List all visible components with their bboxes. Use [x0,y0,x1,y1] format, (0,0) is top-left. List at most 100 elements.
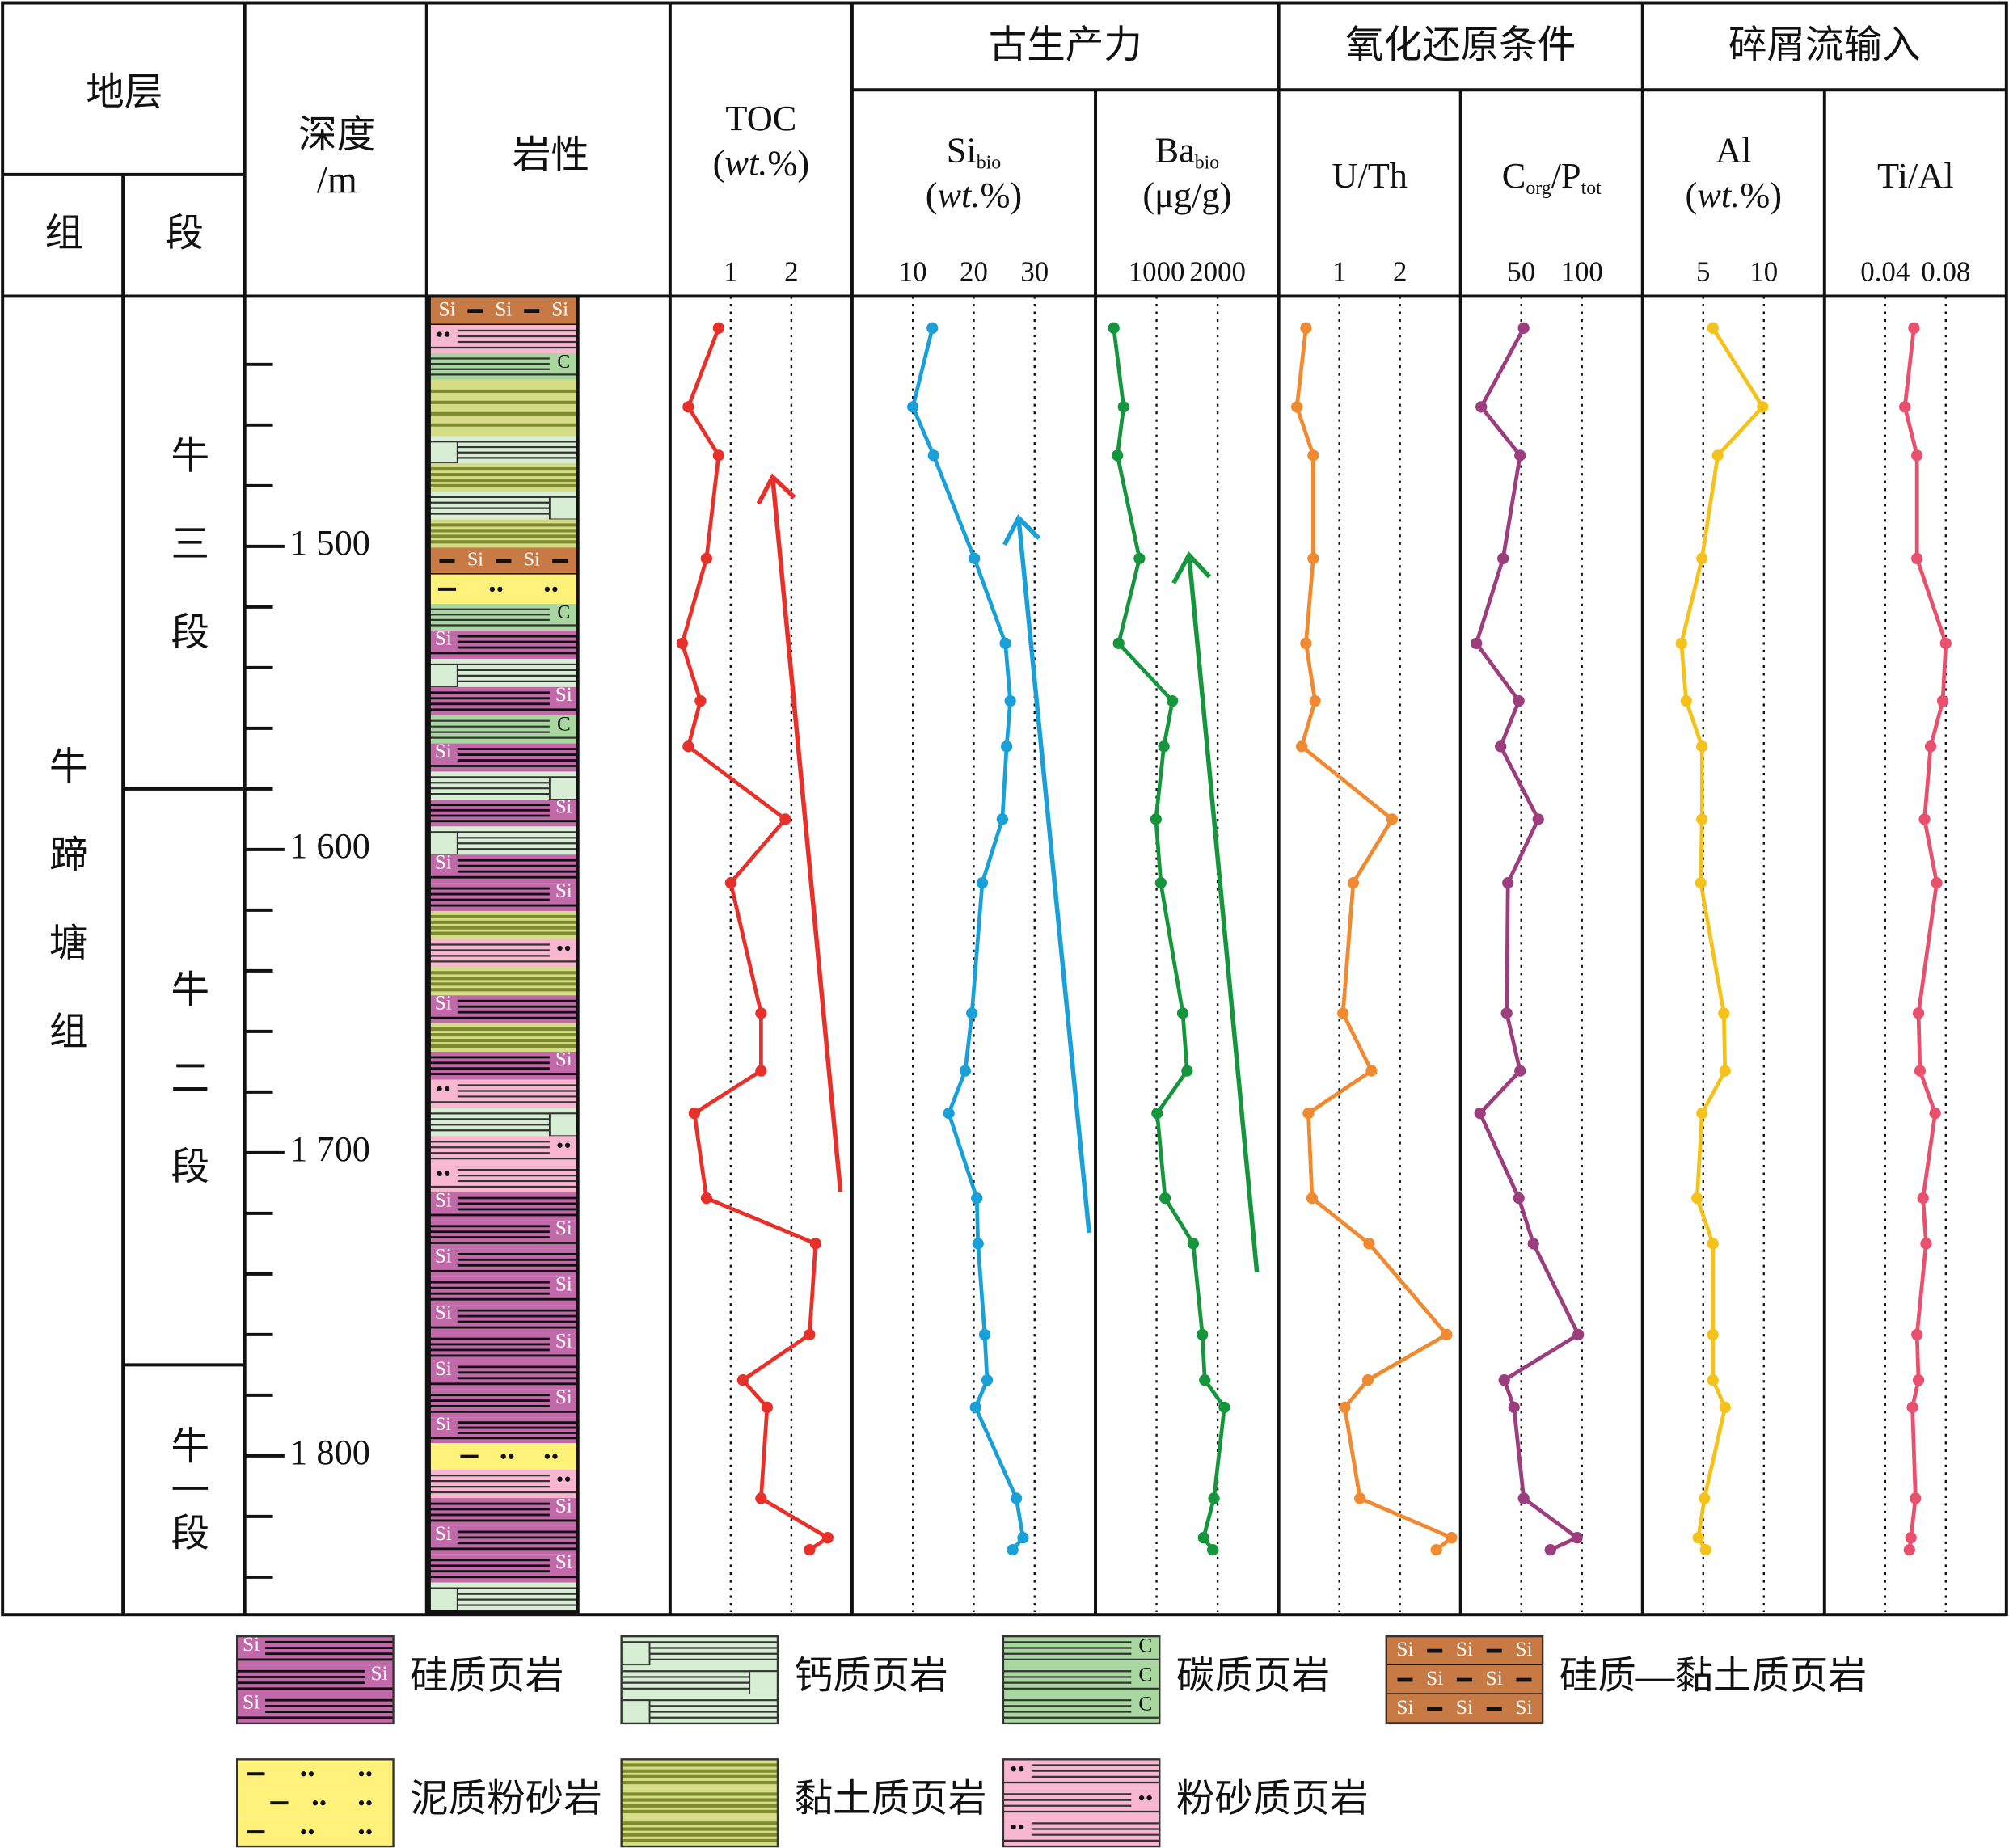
lithology-box [549,1555,578,1574]
point [755,1007,767,1019]
point [1571,1532,1583,1544]
point [1158,740,1170,753]
lithology-box [428,326,458,344]
lithology-dot [509,1454,514,1459]
lithology-symbol: Si [435,627,452,649]
point [1363,1238,1375,1250]
point [1386,813,1399,825]
lithology-symbol: Si [555,1551,572,1573]
point [1707,1238,1719,1250]
label-part: (μg/g) [1142,175,1231,215]
legend-label: 硅质—黏土质页岩 [1560,1656,1867,1698]
point [700,1192,713,1205]
lithology-box [549,1221,578,1239]
lithology-box [549,1137,578,1155]
legend-swatch-border [236,1635,395,1725]
point [1920,1238,1932,1250]
lithology-box [549,1277,578,1296]
point [1513,1192,1525,1205]
point [736,1374,749,1386]
point [1532,813,1544,825]
lithology-symbol: Si [551,298,568,320]
lithology-symbol: Si [243,1633,260,1656]
point [1339,1401,1351,1414]
point [712,449,725,462]
lithology-box [1002,1818,1032,1837]
point [1936,694,1949,707]
lithology-box [549,1470,578,1489]
point [1508,1401,1520,1414]
point [996,813,1008,825]
lithology-dot [312,1800,319,1806]
point [981,1374,994,1386]
lithology-box [620,1699,651,1724]
point [1475,401,1488,413]
lithology-box [428,1418,458,1435]
lithology-box [428,1165,458,1183]
lithology-dot [320,1800,326,1806]
x-tick-label: 20 [960,255,988,287]
lithology-symbol: Si [435,1523,452,1545]
point [1004,694,1016,707]
lithology-box [1131,1666,1160,1687]
point [1911,1328,1923,1341]
point [978,1328,991,1341]
lithology-dot [564,1476,571,1482]
lithology-symbol: Si [1396,1696,1413,1719]
point [1910,1492,1922,1504]
lithology-symbol: C [1138,1692,1152,1715]
point [1296,740,1308,753]
group-title: 氧化还原条件 [1345,24,1576,66]
point [712,322,725,334]
lithology-symbol: Si [1515,1696,1532,1719]
point [966,1007,978,1019]
point [1446,1532,1458,1544]
point [1441,1328,1453,1341]
label-part: %) [1740,175,1782,215]
lithology-symbol: Si [1456,1638,1473,1660]
lithology-dot [1011,1766,1016,1772]
point [1908,322,1920,334]
curve [1294,327,1456,1552]
panel-unit: (μg/g) [1142,175,1231,215]
formation-name: 牛蹄塘组 [43,746,87,1099]
arrow-head [756,473,796,505]
point [1514,449,1526,462]
point [1495,740,1507,753]
x-tick-label: 2000 [1189,255,1246,287]
legend-label: 黏土质页岩 [795,1778,987,1821]
lithology-dot [444,1171,450,1176]
lithology-box [428,441,458,465]
header-lithology: 岩性 [513,135,589,177]
label-part: U/Th [1332,155,1408,196]
x-tick-label: 50 [1507,255,1535,287]
point [1208,1492,1220,1504]
point [1306,1192,1319,1205]
label-part: TOC [725,98,796,138]
point [694,694,707,707]
lithology-box [1131,1695,1160,1716]
label-part: Al [1716,130,1751,171]
member-name: 牛一段 [165,1426,209,1557]
x-tick-label: 10 [899,255,927,287]
point [1903,1544,1915,1556]
lithology-box [237,1695,266,1714]
lithology-dot [1138,1795,1145,1801]
label-part: ( [926,175,938,215]
panel-label: Al [1716,130,1751,171]
lithology-box [428,1193,458,1212]
x-tick-label: 1 [724,255,737,287]
lithology-box [549,354,578,373]
point [1117,401,1129,413]
label-part: %) [980,175,1022,215]
lithology-box [237,1637,266,1656]
point [1300,322,1312,334]
lithology-symbol: Si [436,1414,451,1434]
lithology-box [428,745,458,762]
point [1513,694,1525,707]
lithology-dot [544,586,551,593]
label-part: /P [1551,155,1581,196]
lithology-dot [552,586,558,593]
trend-arrow [1186,555,1260,1273]
member-name: 牛三段 [165,435,209,700]
